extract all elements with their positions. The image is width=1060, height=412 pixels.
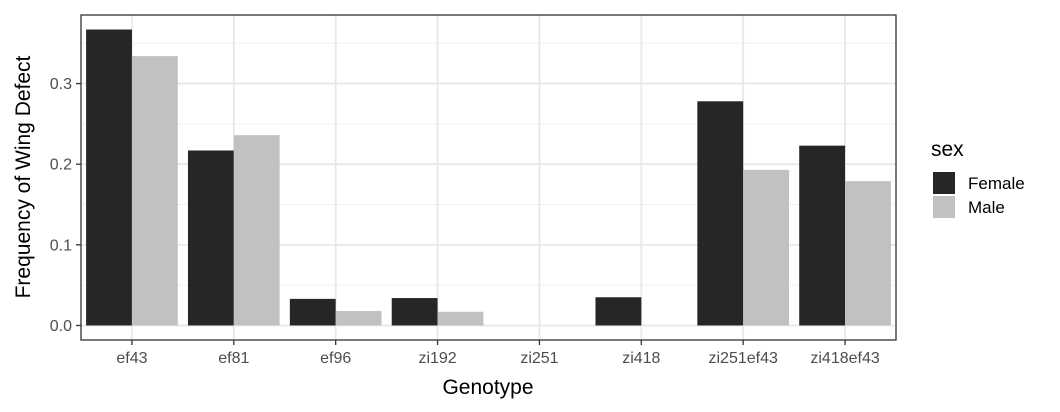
- bars: [86, 29, 891, 326]
- y-axis: 0.0 0.1 0.2 0.3: [50, 76, 81, 335]
- bar-male-zi192: [437, 311, 484, 326]
- bar-female-zi192: [391, 298, 438, 326]
- bar-female-ef96: [289, 298, 336, 326]
- x-tick-label: zi418ef43: [810, 350, 879, 367]
- x-tick-label: zi418: [622, 350, 660, 367]
- bar-male-ef81: [233, 135, 280, 326]
- x-tick-label: ef96: [320, 350, 351, 367]
- x-tick-label: ef81: [218, 350, 249, 367]
- y-tick-label: 0.2: [50, 157, 72, 174]
- bar-male-ef43: [131, 56, 178, 326]
- plot-panel-border: [80, 14, 897, 341]
- bar-female-zi418ef43: [799, 145, 846, 326]
- bar-male-ef96: [335, 310, 382, 326]
- legend-label-female: Female: [968, 174, 1025, 193]
- y-axis-title: Frequency of Wing Defect: [12, 55, 35, 298]
- legend-title: sex: [931, 138, 964, 161]
- legend-key-male: [933, 196, 955, 218]
- x-axis: ef43 ef81 ef96 zi192 zi251 zi418 zi251ef43 zi41…: [116, 340, 880, 367]
- bar-female-zi251ef43: [697, 101, 744, 326]
- bar-female-ef81: [187, 150, 234, 326]
- legend-key-female: [933, 172, 955, 194]
- bar-male-zi418ef43: [845, 181, 891, 326]
- bar-female-ef43: [86, 29, 132, 326]
- bar-female-zi418: [595, 297, 642, 326]
- y-tick-label: 0.1: [50, 237, 72, 254]
- bar-male-zi251ef43: [743, 169, 790, 326]
- x-tick-label: zi251: [520, 350, 558, 367]
- y-tick-label: 0.0: [50, 318, 72, 335]
- x-tick-label: zi192: [418, 350, 456, 367]
- x-tick-label: zi251ef43: [708, 350, 777, 367]
- legend-label-male: Male: [968, 198, 1005, 217]
- legend: sex Female Male: [931, 138, 1025, 218]
- x-tick-label: ef43: [116, 350, 147, 367]
- y-tick-label: 0.3: [50, 76, 72, 93]
- x-axis-title: Genotype: [442, 376, 533, 399]
